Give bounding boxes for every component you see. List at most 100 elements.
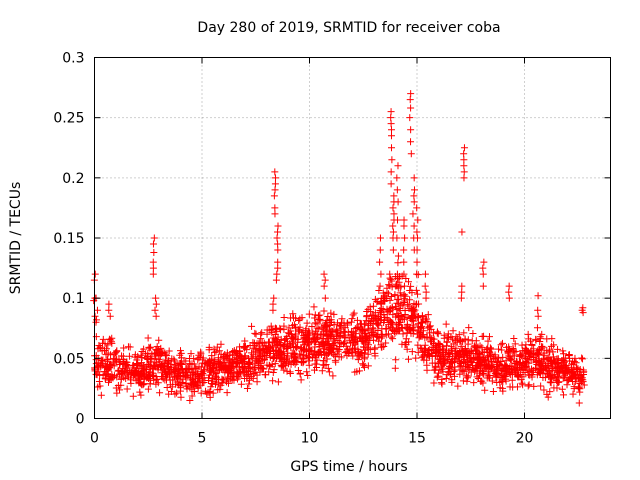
data-point (533, 324, 541, 332)
data-point (269, 306, 277, 314)
data-point (224, 373, 232, 381)
data-point (105, 306, 113, 314)
data-point (109, 359, 117, 367)
data-point (320, 307, 328, 315)
data-point (150, 372, 158, 380)
data-point (156, 358, 164, 366)
data-point (456, 370, 464, 378)
data-point (574, 375, 582, 383)
data-point (560, 350, 568, 358)
data-point (489, 387, 497, 395)
data-point (272, 174, 280, 182)
data-point (302, 327, 310, 335)
data-point (161, 376, 169, 384)
data-point (387, 293, 395, 301)
data-point (237, 380, 245, 388)
data-point (236, 368, 244, 376)
data-point (140, 345, 148, 353)
data-point (271, 360, 279, 368)
data-point (177, 384, 185, 392)
x-tick-label: 5 (198, 431, 207, 447)
data-point (381, 313, 389, 321)
data-point (321, 351, 329, 359)
axis-tick-labels: 0 0.05 0.1 0.15 0.2 0.25 0.3 0 5 10 15 20 (53, 51, 533, 447)
data-point (186, 384, 194, 392)
data-point (186, 397, 194, 405)
data-point (466, 356, 474, 364)
data-point (215, 347, 223, 355)
data-point (360, 353, 368, 361)
data-point (133, 368, 141, 376)
data-point (442, 320, 450, 328)
data-point (152, 294, 160, 302)
data-point (310, 334, 318, 342)
data-point (361, 320, 369, 328)
data-point (177, 393, 185, 401)
data-point (372, 315, 380, 323)
data-point (263, 330, 271, 338)
data-point (304, 352, 312, 360)
data-point (272, 355, 280, 363)
data-point (334, 336, 342, 344)
data-point (311, 314, 319, 322)
data-point (123, 368, 131, 376)
data-point (510, 366, 518, 374)
data-point (413, 270, 421, 278)
data-point (169, 376, 177, 384)
data-point (569, 390, 577, 398)
data-point (534, 292, 542, 300)
data-point (400, 270, 408, 278)
data-point (195, 354, 203, 362)
data-point (303, 319, 311, 327)
data-point (559, 347, 567, 355)
data-point (388, 319, 396, 327)
data-point (241, 352, 249, 360)
data-point (317, 339, 325, 347)
data-point (484, 337, 492, 345)
data-point (216, 362, 224, 370)
data-point (510, 334, 518, 342)
data-point (404, 300, 412, 308)
data-point (197, 348, 205, 356)
data-point (304, 330, 312, 338)
data-point (252, 353, 260, 361)
data-point (337, 353, 345, 361)
data-point (142, 365, 150, 373)
data-point (533, 351, 541, 359)
data-point (519, 381, 527, 389)
data-point (491, 351, 499, 359)
data-point (390, 192, 398, 200)
data-point (212, 369, 220, 377)
data-point (414, 216, 422, 224)
data-point (459, 377, 467, 385)
data-point (447, 342, 455, 350)
data-point (168, 369, 176, 377)
data-point (389, 222, 397, 230)
data-point (446, 370, 454, 378)
data-point (508, 376, 516, 384)
data-point (365, 321, 373, 329)
data-point (443, 338, 451, 346)
data-point (313, 356, 321, 364)
data-point (376, 258, 384, 266)
data-point (349, 311, 357, 319)
data-point (187, 371, 195, 379)
data-point (558, 357, 566, 365)
data-point (270, 192, 278, 200)
data-point (152, 312, 160, 320)
data-point (505, 343, 513, 351)
data-point (115, 366, 123, 374)
data-point (438, 365, 446, 373)
data-point (376, 306, 384, 314)
data-point (498, 339, 506, 347)
data-point (219, 376, 227, 384)
data-point (514, 373, 522, 381)
data-point (460, 168, 468, 176)
data-point (333, 319, 341, 327)
data-point (511, 340, 519, 348)
data-point (292, 344, 300, 352)
data-point (149, 270, 157, 278)
data-point (301, 341, 309, 349)
data-point (270, 294, 278, 302)
data-point (411, 310, 419, 318)
